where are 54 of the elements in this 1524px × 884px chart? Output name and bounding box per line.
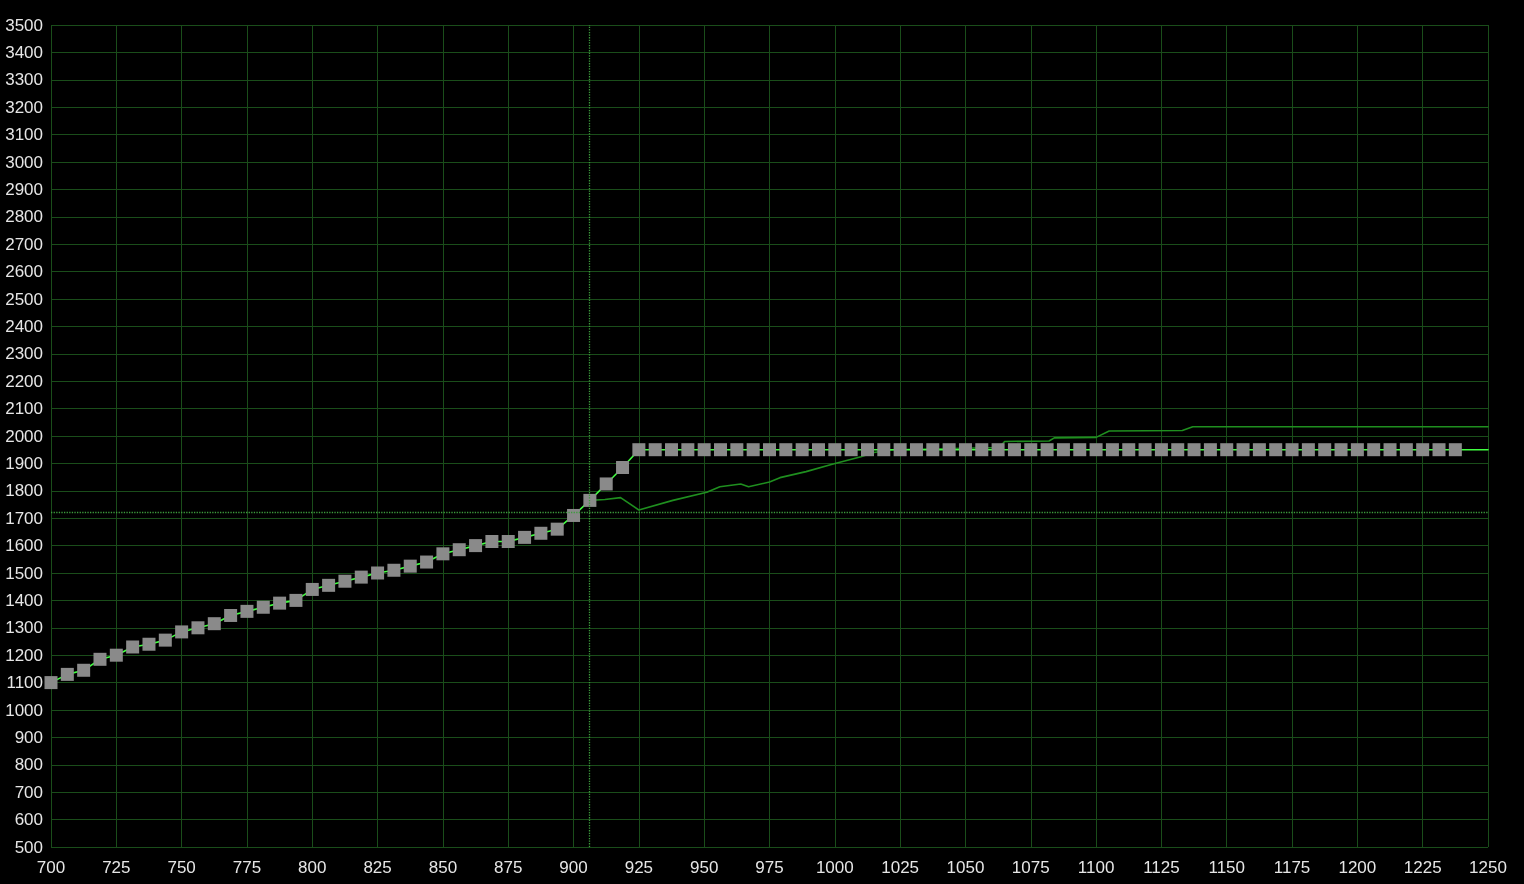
x-tick-label: 1100	[1077, 858, 1115, 877]
x-tick-label: 875	[494, 858, 523, 877]
x-tick-label: 700	[36, 858, 66, 877]
x-tick-label: 1125	[1143, 858, 1180, 877]
y-tick-label: 2700	[5, 234, 43, 254]
x-tick-label: 1075	[1011, 858, 1050, 877]
x-tick-label: 1225	[1403, 858, 1442, 877]
x-tick-label: 1250	[1469, 858, 1507, 877]
x-tick-label: 1025	[881, 858, 920, 877]
x-tick-label: 825	[363, 858, 392, 877]
x-tick-label: 1175	[1273, 858, 1311, 877]
y-tick-label: 3400	[5, 42, 43, 62]
x-tick-label: 1150	[1208, 858, 1246, 877]
y-tick-label: 3000	[5, 152, 43, 172]
y-tick-label: 1800	[5, 481, 43, 501]
y-tick-label: 1400	[5, 590, 43, 610]
x-tick-label: 750	[167, 858, 196, 877]
x-tick-label: 925	[624, 858, 654, 877]
y-tick-label: 3100	[5, 125, 43, 145]
y-tick-label: 700	[14, 782, 43, 802]
y-tick-label: 2300	[5, 344, 43, 364]
y-tick-label: 2600	[5, 262, 43, 282]
y-tick-label: 3200	[5, 97, 43, 117]
y-tick-label: 1500	[5, 563, 43, 583]
y-tick-label: 1700	[5, 508, 43, 528]
x-tick-label: 725	[102, 858, 131, 877]
x-tick-label: 900	[559, 858, 588, 877]
y-tick-label: 800	[14, 755, 43, 775]
y-tick-label: 2000	[5, 426, 43, 446]
y-tick-label: 600	[14, 810, 43, 830]
y-tick-label: 500	[14, 837, 43, 857]
y-tick-label: 2800	[5, 207, 43, 227]
x-tick-label: 1000	[815, 858, 854, 877]
y-tick-label: 1100	[6, 673, 43, 693]
x-tick-label: 1200	[1338, 858, 1377, 877]
y-tick-label: 2400	[5, 316, 43, 336]
y-tick-label: 2100	[5, 399, 43, 419]
x-tick-label: 850	[428, 858, 458, 877]
y-tick-label: 1900	[5, 453, 43, 473]
y-tick-label: 1300	[5, 618, 43, 638]
x-tick-label: 975	[755, 858, 784, 877]
y-tick-label: 3300	[5, 70, 43, 90]
x-tick-label: 1050	[946, 858, 985, 877]
y-tick-label: 900	[14, 727, 43, 747]
x-tick-label: 800	[298, 858, 327, 877]
y-tick-label: 2900	[5, 179, 43, 199]
y-tick-label: 2200	[5, 371, 43, 391]
y-tick-label: 1600	[5, 536, 43, 556]
x-tick-label: 775	[232, 858, 262, 877]
y-tick-label: 1200	[5, 645, 43, 665]
x-tick-label: 950	[689, 858, 719, 877]
y-tick-label: 3500	[5, 15, 43, 35]
y-tick-label: 1000	[5, 700, 43, 720]
y-tick-label: 2500	[5, 289, 43, 309]
